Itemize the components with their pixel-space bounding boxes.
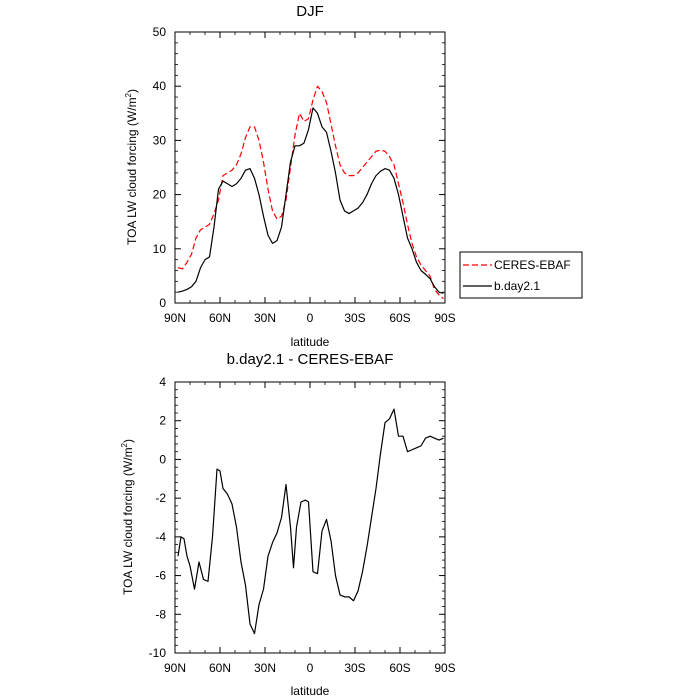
x-tick-label: 30S	[344, 311, 365, 325]
x-tick-label: 0	[307, 311, 314, 325]
y-tick-label: 0	[159, 296, 166, 310]
chart-title-top: DJF	[296, 3, 324, 20]
y-tick-label: -6	[155, 569, 166, 583]
x-tick-label: 60N	[209, 311, 231, 325]
y-tick-label: 30	[153, 133, 167, 147]
top-panel: DJF 90N 60N 30N 0 30S 60S 90S 0 10 20 30 40 50 latit…	[124, 3, 456, 349]
legend: CERES-EBAF b.day2.1	[459, 251, 583, 299]
x-tick-label: 60S	[389, 661, 410, 675]
legend-label-b-day2-1: b.day2.1	[494, 279, 540, 293]
y-tick-label: 50	[153, 25, 167, 39]
x-tick-label: 60S	[389, 311, 410, 325]
y-tick-label: 10	[153, 242, 167, 256]
bottom-panel: b.day2.1 - CERES-EBAF 90N 60N 30N 0 30S 60S 90…	[120, 351, 456, 698]
x-tick-label: 30N	[254, 661, 276, 675]
x-tick-label: 90S	[434, 661, 455, 675]
axis-ticks-top: 90N 60N 30N 0 30S 60S 90S 0 10 20 30 40 50	[153, 25, 456, 325]
series-lines-bottom	[177, 408, 444, 635]
x-axis-title-bottom: latitude	[291, 684, 330, 698]
y-tick-label: -8	[155, 607, 166, 621]
chart-title-bottom: b.day2.1 - CERES-EBAF	[227, 351, 394, 368]
x-tick-label: 30S	[344, 661, 365, 675]
x-tick-label: 90N	[164, 661, 186, 675]
y-tick-label: 40	[153, 79, 167, 93]
x-tick-label: 0	[307, 661, 314, 675]
x-tick-label: 30N	[254, 311, 276, 325]
x-axis-title-top: latitude	[291, 335, 330, 349]
x-tick-label: 90S	[434, 311, 455, 325]
legend-label-ceres-ebaf: CERES-EBAF	[494, 258, 571, 272]
series-lines-top	[177, 85, 444, 300]
y-axis-title-bottom: TOA LW cloud forcing (W/m2)	[120, 439, 135, 595]
series-line-ceres-ebaf	[177, 85, 444, 300]
y-tick-label: -2	[155, 491, 166, 505]
x-tick-label: 90N	[164, 311, 186, 325]
y-tick-label: -4	[155, 530, 166, 544]
legend-box	[459, 251, 583, 299]
y-tick-label: 0	[159, 452, 166, 466]
y-tick-label: 4	[159, 375, 166, 389]
x-tick-label: 60N	[209, 661, 231, 675]
y-tick-label: -10	[149, 646, 167, 660]
series-line-panel1-0	[177, 408, 444, 635]
axis-ticks-bottom: 90N 60N 30N 0 30S 60S 90S -10 -8 -6 -4 -2 0 2 4	[149, 375, 456, 675]
plot-frame-top	[174, 31, 446, 304]
y-tick-label: 20	[153, 188, 167, 202]
series-line-b-day2-1	[177, 107, 444, 294]
y-axis-title-top: TOA LW cloud forcing (W/m2)	[124, 89, 139, 245]
y-tick-label: 2	[159, 414, 166, 428]
